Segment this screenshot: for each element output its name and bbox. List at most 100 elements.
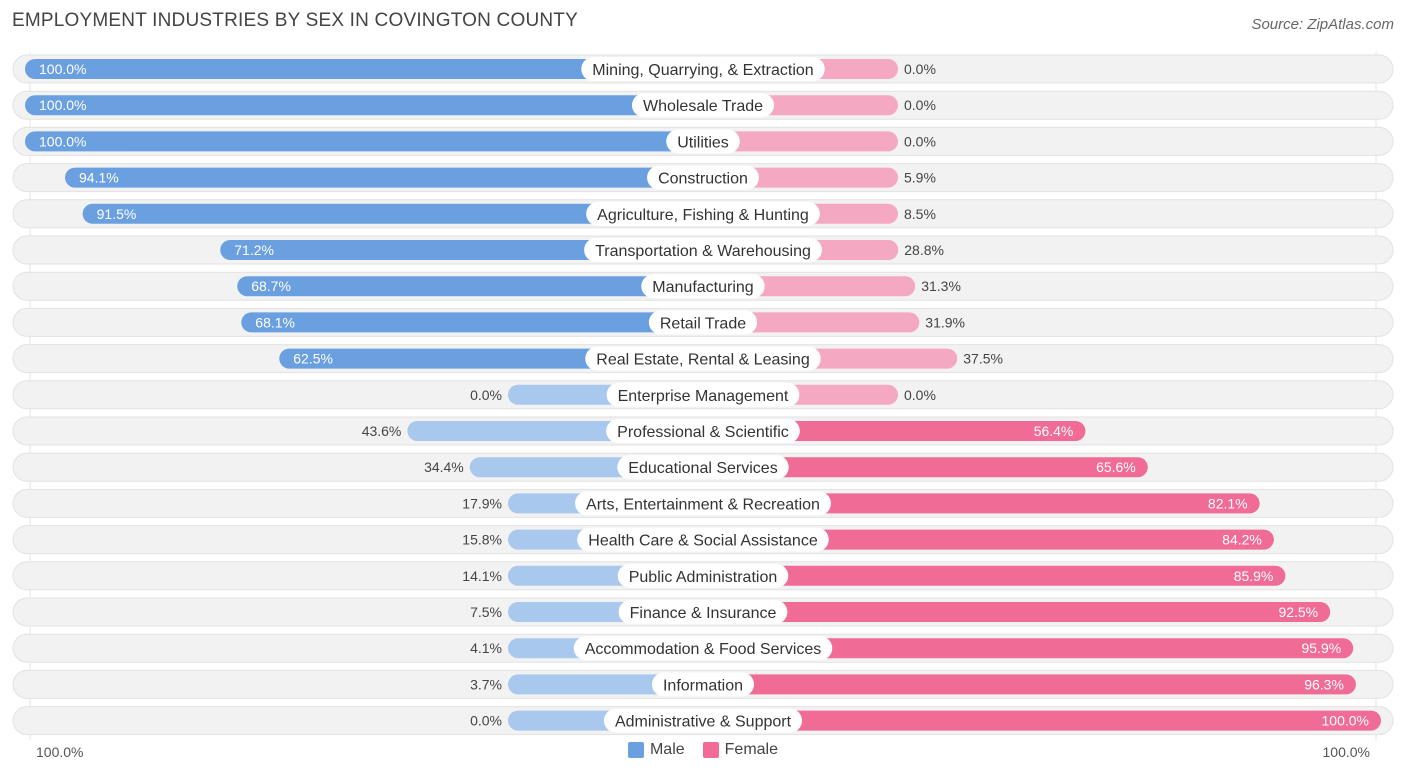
value-label-female: 0.0% (904, 387, 936, 403)
value-label-female: 96.3% (1304, 676, 1344, 692)
bar-male (25, 59, 703, 79)
value-label-female: 82.1% (1208, 495, 1248, 511)
value-label-male: 14.1% (462, 568, 502, 584)
category-label-pill (617, 563, 789, 588)
category-label: Health Care & Social Assistance (588, 533, 818, 550)
category-label: Utilities (677, 134, 729, 151)
category-label-pill (585, 346, 821, 371)
value-label-female: 37.5% (963, 351, 1003, 367)
bar-male (220, 240, 704, 260)
value-label-male: 3.7% (470, 676, 502, 692)
diverging-bar-chart: 100.0% 0.0% Mining, Quarrying, & Extractio… (12, 52, 1394, 740)
category-label: Wholesale Trade (643, 98, 763, 115)
bar-female (703, 131, 898, 152)
category-label: Information (663, 677, 743, 694)
value-label-male: 94.1% (79, 170, 119, 186)
value-label-female: 31.9% (925, 314, 965, 330)
category-label: Accommodation & Food Services (585, 641, 822, 658)
bar-female (703, 529, 1274, 550)
value-label-female: 0.0% (904, 133, 936, 149)
value-label-female: 0.0% (904, 97, 936, 113)
category-label-pill (651, 672, 755, 697)
legend-item-male: Male (627, 741, 685, 759)
value-label-female: 5.9% (904, 170, 936, 186)
value-label-female: 84.2% (1222, 532, 1262, 548)
value-label-male: 34.4% (424, 459, 464, 475)
axis-right-label: 100.0% (1322, 744, 1370, 760)
category-label-pill (603, 708, 803, 733)
value-label-female: 8.5% (904, 206, 936, 222)
category-label: Manufacturing (652, 279, 753, 296)
value-label-male: 91.5% (97, 206, 137, 222)
chart-source: Source: ZipAtlas.com (1251, 16, 1394, 33)
legend-swatch-male (627, 742, 644, 758)
value-label-male: 71.2% (234, 242, 274, 258)
category-label: Public Administration (629, 569, 778, 586)
bar-male (237, 276, 704, 297)
category-label: Mining, Quarrying, & Extraction (592, 62, 813, 79)
axis-left-label: 100.0% (36, 744, 84, 760)
bar-female (703, 674, 1356, 695)
value-label-male: 68.7% (251, 278, 291, 294)
category-label: Enterprise Management (618, 388, 789, 405)
category-label-pill (631, 93, 775, 118)
category-label: Agriculture, Fishing & Hunting (597, 207, 809, 224)
category-label-pill (575, 491, 831, 516)
category-label: Professional & Scientific (617, 424, 789, 441)
bar-female (703, 457, 1148, 478)
category-label-pill (606, 419, 800, 443)
chart-title: EMPLOYMENT INDUSTRIES BY SEX IN COVINGTO… (12, 10, 578, 31)
value-label-female: 100.0% (1322, 713, 1369, 729)
category-label-pill (647, 165, 759, 190)
value-label-female: 28.8% (904, 242, 944, 258)
category-label-pill (606, 382, 800, 407)
category-label: Arts, Entertainment & Recreation (586, 496, 820, 513)
bar-female (703, 493, 1260, 514)
legend-item-female: Female (702, 741, 779, 759)
category-label: Retail Trade (660, 315, 746, 332)
value-label-male: 4.1% (470, 640, 502, 656)
category-label-pill (641, 274, 765, 299)
category-label: Educational Services (628, 460, 777, 477)
legend-label-female: Female (724, 741, 779, 758)
value-label-male: 0.0% (470, 713, 502, 729)
bar-female (703, 565, 1286, 586)
value-label-male: 100.0% (39, 97, 86, 113)
category-label-pill (584, 238, 822, 262)
category-label: Administrative & Support (615, 714, 792, 731)
category-label-pill (617, 455, 789, 480)
bar-male (25, 95, 703, 116)
legend-label-male: Male (649, 741, 685, 758)
bar-female (703, 638, 1354, 659)
category-label: Transportation & Warehousing (595, 243, 811, 260)
legend: Male Female (0, 741, 1406, 759)
value-label-female: 95.9% (1301, 640, 1341, 656)
category-label-pill (581, 57, 825, 81)
bar-male (82, 203, 703, 224)
value-label-female: 92.5% (1278, 604, 1318, 620)
category-label-pill (586, 201, 820, 226)
bar-male (241, 312, 704, 333)
category-label-pill (666, 129, 740, 154)
category-label: Real Estate, Rental & Leasing (596, 352, 809, 369)
category-label-pill (573, 636, 833, 661)
category-label: Construction (658, 171, 748, 188)
value-label-male: 15.8% (462, 532, 502, 548)
bar-female (703, 602, 1331, 622)
category-label-pill (648, 310, 758, 335)
value-label-male: 62.5% (293, 351, 333, 367)
bar-male (25, 131, 703, 152)
value-label-male: 0.0% (470, 387, 502, 403)
value-label-male: 100.0% (39, 61, 86, 77)
bar-female (703, 312, 920, 333)
value-label-female: 65.6% (1096, 459, 1136, 475)
value-label-male: 43.6% (362, 423, 402, 439)
value-label-male: 17.9% (462, 495, 502, 511)
value-label-female: 0.0% (904, 61, 936, 77)
value-label-male: 100.0% (39, 133, 86, 149)
value-label-male: 7.5% (470, 604, 502, 620)
bar-female (703, 710, 1381, 731)
bar-male (65, 167, 703, 188)
legend-swatch-female (702, 742, 719, 758)
category-label-pill (618, 600, 788, 624)
